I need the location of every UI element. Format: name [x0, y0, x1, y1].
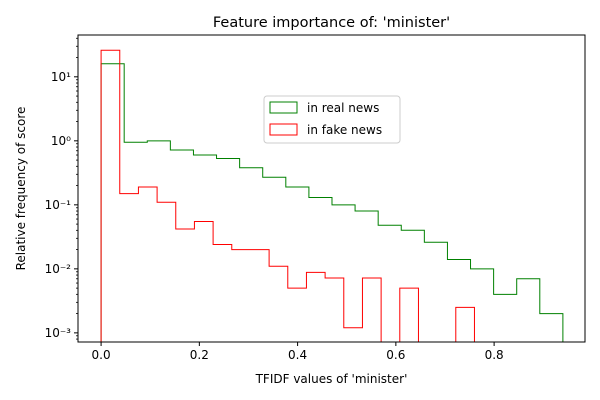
y-axis-label: Relative frequency of score: [14, 107, 28, 271]
axes-frame: [77, 34, 586, 343]
y-tick-label: 10⁻³: [45, 326, 72, 340]
y-tick-label: 10⁻¹: [45, 198, 72, 212]
histogram-step-fake: [100, 49, 475, 342]
x-tick-label: 0.8: [485, 348, 504, 362]
legend: in real news in fake news: [263, 95, 401, 144]
y-axis-ticks: 10⁻³ 10⁻² 10⁻¹ 10⁰ 10¹: [45, 37, 78, 340]
legend-swatch-real: [269, 101, 298, 114]
legend-label-real: in real news: [307, 101, 379, 115]
y-tick-label: 10⁻²: [45, 262, 72, 276]
legend-box: [263, 95, 401, 144]
y-tick-label: 10¹: [51, 70, 71, 84]
plot-area: [100, 49, 564, 342]
x-axis-ticks: 0.0 0.2 0.4 0.6 0.8: [92, 342, 504, 362]
x-tick-label: 0.0: [92, 348, 111, 362]
x-axis-label: TFIDF values of 'minister': [255, 372, 408, 386]
legend-label-fake: in fake news: [307, 123, 382, 137]
chart-title: Feature importance of: 'minister': [213, 15, 450, 31]
legend-swatch-fake: [269, 123, 298, 136]
y-tick-label: 10⁰: [51, 134, 71, 148]
x-tick-label: 0.2: [190, 348, 209, 362]
x-tick-label: 0.6: [386, 348, 405, 362]
x-tick-label: 0.4: [288, 348, 307, 362]
histogram-step-real: [100, 63, 564, 342]
